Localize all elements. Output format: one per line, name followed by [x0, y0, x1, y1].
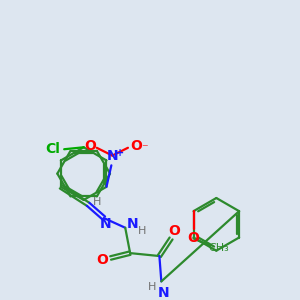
Text: ⁻: ⁻: [141, 142, 148, 155]
Text: Cl: Cl: [45, 142, 60, 156]
Text: O: O: [168, 224, 180, 238]
Text: CH₃: CH₃: [208, 243, 229, 253]
Text: N: N: [100, 217, 112, 231]
Text: O: O: [188, 230, 200, 244]
Text: H: H: [93, 197, 101, 207]
Text: N: N: [127, 217, 139, 231]
Text: +: +: [116, 148, 124, 158]
Text: H: H: [138, 226, 146, 236]
Text: N: N: [158, 286, 169, 300]
Text: O: O: [130, 139, 142, 153]
Text: N: N: [106, 148, 118, 163]
Text: H: H: [148, 282, 157, 292]
Text: O: O: [84, 139, 96, 153]
Text: O: O: [96, 253, 108, 267]
